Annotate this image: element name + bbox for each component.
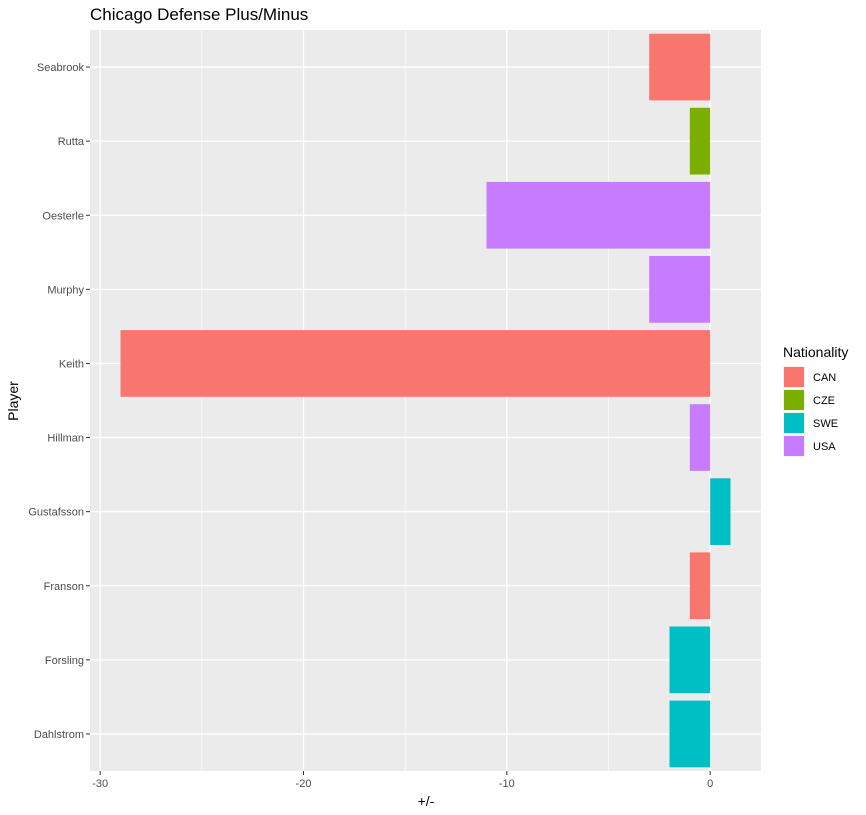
legend-label: CAN [813, 372, 836, 384]
bar-murphy [649, 256, 711, 323]
legend-title: Nationality [783, 344, 848, 360]
legend-swatch-can [784, 367, 804, 387]
x-axis: -30 -20 -10 0 [92, 771, 713, 790]
bar-franson [689, 552, 711, 620]
x-tick-label: -30 [92, 778, 108, 790]
x-axis-title: +/- [418, 793, 435, 809]
x-tick-label: -20 [296, 778, 312, 790]
bar-forsling [669, 626, 711, 694]
legend-swatch-swe [784, 413, 804, 433]
y-axis: Dahlstrom Forsling Franson Gustafsson Hillma… [28, 62, 90, 741]
chart-title: Chicago Defense Plus/Minus [90, 5, 308, 24]
legend-swatch-cze [784, 390, 804, 410]
y-tick-label: Rutta [58, 136, 85, 148]
y-tick-label: Murphy [47, 284, 84, 296]
x-tick-label: -10 [499, 778, 515, 790]
bar-seabrook [649, 33, 711, 101]
y-tick-label: Forsling [45, 655, 84, 667]
bar-rutta [689, 107, 711, 175]
legend-swatch-usa [784, 436, 804, 456]
grid-major [90, 30, 761, 771]
bar-oesterle [486, 181, 711, 249]
bars [120, 33, 731, 768]
bar-dahlstrom [669, 700, 711, 768]
y-axis-title: Player [5, 381, 21, 421]
y-tick-label: Seabrook [37, 62, 85, 74]
bar-keith [120, 330, 711, 397]
y-tick-label: Oesterle [42, 210, 84, 222]
y-tick-label: Dahlstrom [34, 729, 84, 741]
y-tick-label: Keith [59, 358, 84, 370]
y-tick-label: Hillman [47, 433, 84, 445]
bar-hillman [689, 404, 711, 471]
legend: Nationality CAN CZE SWE USA [783, 344, 848, 457]
bar-gustafsson [710, 478, 731, 545]
legend-label: CZE [813, 395, 835, 407]
grid-minor [201, 30, 609, 771]
y-tick-label: Gustafsson [28, 507, 84, 519]
legend-label: USA [813, 441, 836, 453]
x-tick-label: 0 [707, 778, 713, 790]
legend-label: SWE [813, 418, 838, 430]
y-tick-label: Franson [44, 581, 84, 593]
